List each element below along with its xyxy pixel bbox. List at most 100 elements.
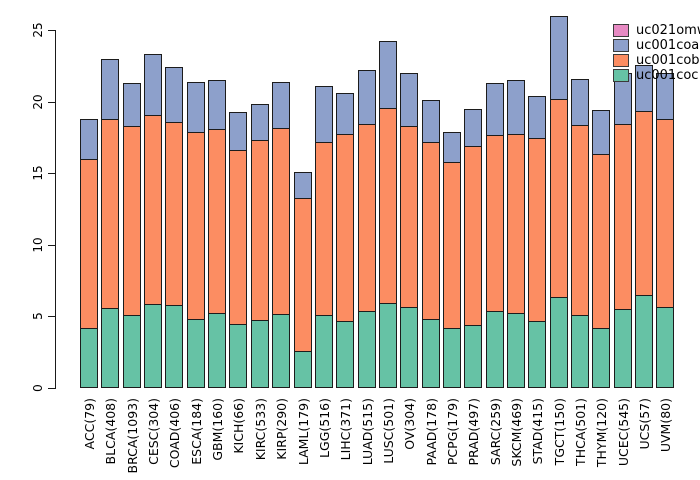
bar-segment-uc001coa — [229, 111, 247, 151]
bar-segment-uc001cob — [294, 198, 312, 353]
bar-segment-uc001cob — [528, 138, 546, 323]
bar-segment-uc001coc — [358, 312, 376, 388]
bar-SARC(259) — [486, 82, 504, 388]
bar-segment-uc001cob — [80, 160, 98, 329]
legend-swatch-uc001coc — [613, 69, 629, 82]
legend-swatch-uc001coa — [613, 39, 629, 52]
bar-THCA(501) — [571, 78, 589, 388]
x-tick-label: TGCT(150) — [552, 398, 567, 466]
bar-segment-uc001cob — [592, 154, 610, 330]
x-tick-label: ESCA(184) — [189, 398, 204, 465]
legend-swatch-uc001cob — [613, 54, 629, 67]
bar-segment-uc001coa — [123, 82, 141, 128]
bar-segment-uc001coa — [294, 171, 312, 199]
x-tick-label: LUAD(515) — [360, 398, 375, 466]
bar-LAML(179) — [294, 171, 312, 388]
bar-segment-uc001cob — [272, 128, 290, 315]
bar-SKCM(469) — [507, 80, 525, 388]
x-tick-label: BRCA(1093) — [125, 398, 140, 474]
bar-segment-uc001coa — [592, 110, 610, 155]
bar-segment-uc001coa — [656, 72, 674, 121]
bar-segment-uc001coa — [101, 58, 119, 121]
bar-ESCA(184) — [187, 81, 205, 388]
bar-segment-uc001coa — [208, 80, 226, 131]
x-tick-label: LIHC(371) — [338, 398, 353, 461]
bar-segment-uc001coc — [443, 329, 461, 388]
bar-STAD(415) — [528, 95, 546, 388]
bar-segment-uc001coa — [315, 85, 333, 144]
bar-segment-uc001cob — [550, 100, 568, 298]
bar-segment-uc001cob — [165, 123, 183, 307]
bar-KIRP(290) — [272, 81, 290, 388]
bar-segment-uc001coc — [550, 297, 568, 388]
bar-segment-uc001coc — [144, 304, 162, 388]
bar-segment-uc001cob — [123, 127, 141, 317]
legend-entry: uc001coa — [613, 39, 699, 52]
x-tick-label: THYM(120) — [594, 398, 609, 468]
bar-segment-uc001cob — [464, 147, 482, 327]
bar-segment-uc001cob — [571, 125, 589, 317]
bar-segment-uc001coc — [123, 316, 141, 388]
x-tick-label: SARC(259) — [488, 398, 503, 466]
bar-segment-uc001coa — [507, 80, 525, 135]
x-tick-label: CESC(304) — [146, 398, 161, 465]
bar-segment-uc001coa — [272, 81, 290, 129]
x-tick-label: KICH(66) — [231, 398, 246, 454]
bar-segment-uc001cob — [422, 143, 440, 320]
bar-GBM(160) — [208, 80, 226, 388]
bar-segment-uc001cob — [379, 108, 397, 304]
bar-ACC(79) — [80, 118, 98, 388]
bar-segment-uc001coc — [571, 316, 589, 388]
y-tick-mark — [48, 102, 55, 103]
x-tick-label: PRAD(497) — [466, 398, 481, 466]
bar-UCS(57) — [635, 65, 653, 388]
x-tick-label: KIRC(533) — [253, 398, 268, 461]
y-tick-mark — [48, 245, 55, 246]
bar-COAD(406) — [165, 67, 183, 388]
bar-segment-uc001coa — [422, 100, 440, 144]
legend-entry: uc001cob — [613, 54, 700, 67]
bar-segment-uc001coa — [464, 108, 482, 148]
bar-segment-uc001cob — [315, 143, 333, 317]
x-tick-label: BLCA(408) — [103, 398, 118, 465]
x-tick-label: LUSC(501) — [381, 398, 396, 464]
legend-label: uc001coa — [636, 38, 700, 53]
y-tick-label: 5 — [31, 312, 45, 320]
bar-PCPG(179) — [443, 131, 461, 388]
bar-segment-uc001cob — [443, 163, 461, 330]
bar-segment-uc001coc — [315, 316, 333, 388]
bar-UCEC(545) — [614, 72, 632, 388]
bar-segment-uc001coa — [358, 70, 376, 125]
bar-segment-uc001cob — [635, 112, 653, 297]
bar-TGCT(150) — [550, 15, 568, 388]
bar-PRAD(497) — [464, 108, 482, 388]
bar-segment-uc001coc — [251, 320, 269, 388]
bar-KIRC(533) — [251, 104, 269, 388]
x-tick-label: THCA(501) — [573, 398, 588, 466]
bar-segment-uc001cob — [251, 140, 269, 321]
y-tick-label: 15 — [31, 165, 45, 181]
x-tick-label: PCPG(179) — [445, 398, 460, 466]
bar-segment-uc001coc — [486, 312, 504, 388]
y-tick-mark — [48, 316, 55, 317]
x-tick-label: KIRP(290) — [274, 398, 289, 460]
bar-segment-uc001cob — [614, 124, 632, 310]
bar-segment-uc001cob — [208, 130, 226, 314]
bar-segment-uc001coc — [464, 326, 482, 388]
bar-segment-uc001coc — [80, 328, 98, 388]
bar-segment-uc001coc — [101, 309, 119, 388]
x-tick-label: SKCM(469) — [509, 398, 524, 467]
bar-segment-uc001coa — [400, 72, 418, 128]
bar-KICH(66) — [229, 111, 247, 388]
legend-label: uc021omw — [636, 23, 700, 38]
bar-OV(304) — [400, 72, 418, 388]
y-tick-mark — [48, 30, 55, 31]
bar-segment-uc001cob — [229, 150, 247, 325]
x-tick-label: ACC(79) — [82, 398, 97, 450]
y-tick-label: 20 — [31, 94, 45, 110]
bar-segment-uc001coa — [165, 67, 183, 124]
y-tick-mark — [48, 388, 55, 389]
bar-segment-uc001coa — [336, 93, 354, 135]
y-tick-label: 0 — [31, 384, 45, 392]
bar-segment-uc001coa — [379, 40, 397, 109]
